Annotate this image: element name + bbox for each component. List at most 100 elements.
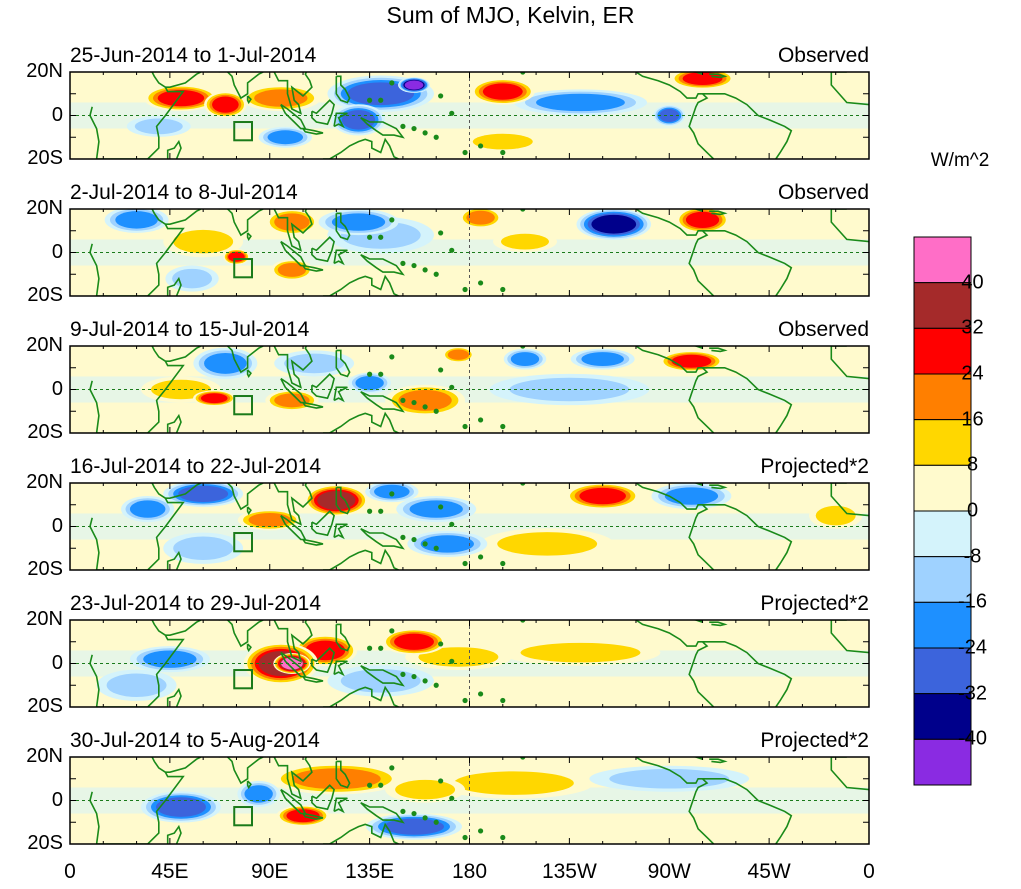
island xyxy=(462,697,468,704)
island xyxy=(378,508,384,514)
island xyxy=(462,834,468,841)
anomaly-contour xyxy=(129,500,166,518)
coastlines xyxy=(70,209,869,296)
coastline xyxy=(360,527,405,550)
anomaly-contour xyxy=(520,642,641,663)
panel-date-range: 16-Jul-2014 to 22-Jul-2014 xyxy=(70,455,321,478)
lon-tick-label: 90W xyxy=(647,860,691,883)
island xyxy=(438,93,444,99)
coastline xyxy=(360,390,405,413)
coastline xyxy=(273,620,313,663)
region-box xyxy=(233,258,253,279)
coastline xyxy=(89,346,185,433)
anomaly-contour xyxy=(664,487,719,505)
coastline xyxy=(690,483,704,486)
lat-tick-label: 20N xyxy=(26,197,63,219)
island xyxy=(367,371,373,377)
anomaly-contour xyxy=(157,89,205,107)
island xyxy=(438,641,444,647)
coastline xyxy=(273,346,313,389)
colorbar-swatch xyxy=(913,327,972,375)
colorbar-tick-label: 8 xyxy=(966,453,979,476)
lat-tick-label: 20N xyxy=(26,334,63,356)
lat-tick-label: 20S xyxy=(27,284,63,306)
coastline xyxy=(302,264,324,272)
island xyxy=(389,765,395,771)
coastline xyxy=(360,664,405,687)
island xyxy=(422,404,428,410)
coastline xyxy=(830,346,869,380)
island xyxy=(422,130,428,136)
anomaly-contour xyxy=(244,785,273,803)
island xyxy=(433,408,439,414)
lat-tick-label: 0 xyxy=(51,651,63,674)
island xyxy=(438,230,444,236)
island xyxy=(367,782,373,788)
coastline xyxy=(635,620,715,707)
panel-date-range: 30-Jul-2014 to 5-Aug-2014 xyxy=(70,729,320,752)
coastline xyxy=(302,538,324,546)
coastline xyxy=(302,127,324,135)
anomaly-contour xyxy=(398,389,452,411)
anomaly-contour xyxy=(671,354,712,368)
island xyxy=(433,819,439,825)
lat-tick-label: 20S xyxy=(27,832,63,854)
anomaly-contour xyxy=(609,768,730,789)
coastline xyxy=(166,824,182,844)
lat-tick-label: 20N xyxy=(26,471,63,493)
coastline xyxy=(218,72,264,100)
lat-tick-label: 0 xyxy=(51,514,63,537)
coastline xyxy=(830,72,869,106)
coastline xyxy=(702,93,793,159)
coastline xyxy=(635,483,715,570)
coastlines xyxy=(70,346,869,433)
island xyxy=(433,682,439,688)
region-box xyxy=(233,669,253,690)
lat-tick-label: 20S xyxy=(27,147,63,169)
island xyxy=(367,97,373,103)
figure-title: Sum of MJO, Kelvin, ER xyxy=(386,2,635,28)
island xyxy=(500,286,506,293)
anomaly-contour xyxy=(682,72,723,86)
colorbar-tick-label: -24 xyxy=(958,636,987,659)
island xyxy=(411,125,417,132)
island xyxy=(477,280,484,286)
anomaly-contour xyxy=(815,505,856,526)
anomaly-contour xyxy=(497,532,598,556)
colorbar-swatch xyxy=(913,282,972,329)
panel-type: Projected*2 xyxy=(760,455,869,478)
island xyxy=(400,808,406,814)
island xyxy=(367,645,373,651)
coastline xyxy=(302,812,324,820)
island xyxy=(389,354,395,360)
anomaly-contour xyxy=(453,771,574,795)
coastline xyxy=(311,647,335,674)
coastline xyxy=(635,72,715,159)
coastline xyxy=(335,349,351,378)
island xyxy=(422,267,428,273)
coastline xyxy=(166,413,182,433)
coastline xyxy=(709,621,728,627)
lon-tick-label: 0 xyxy=(64,860,76,883)
anomaly-contour xyxy=(482,83,523,100)
anomaly-contour xyxy=(355,376,384,390)
coastline xyxy=(323,685,399,707)
island xyxy=(389,80,395,86)
coastline xyxy=(830,209,869,243)
coastline xyxy=(360,801,405,824)
coastline xyxy=(335,486,351,515)
panel-type: Observed xyxy=(777,318,869,341)
island xyxy=(389,491,395,497)
anomaly-contour xyxy=(591,214,637,234)
anomaly-contour xyxy=(447,349,470,360)
colorbar-tick-label: 0 xyxy=(966,499,979,522)
coastline xyxy=(165,620,202,636)
coastline xyxy=(89,620,185,707)
coastline xyxy=(333,112,348,129)
anomaly-contour xyxy=(472,133,533,150)
colorbar-swatch xyxy=(913,556,972,603)
map-panel xyxy=(69,71,870,160)
anomaly-contour xyxy=(212,96,239,113)
coastline xyxy=(635,209,715,296)
lon-tick-label: 180 xyxy=(451,860,488,883)
